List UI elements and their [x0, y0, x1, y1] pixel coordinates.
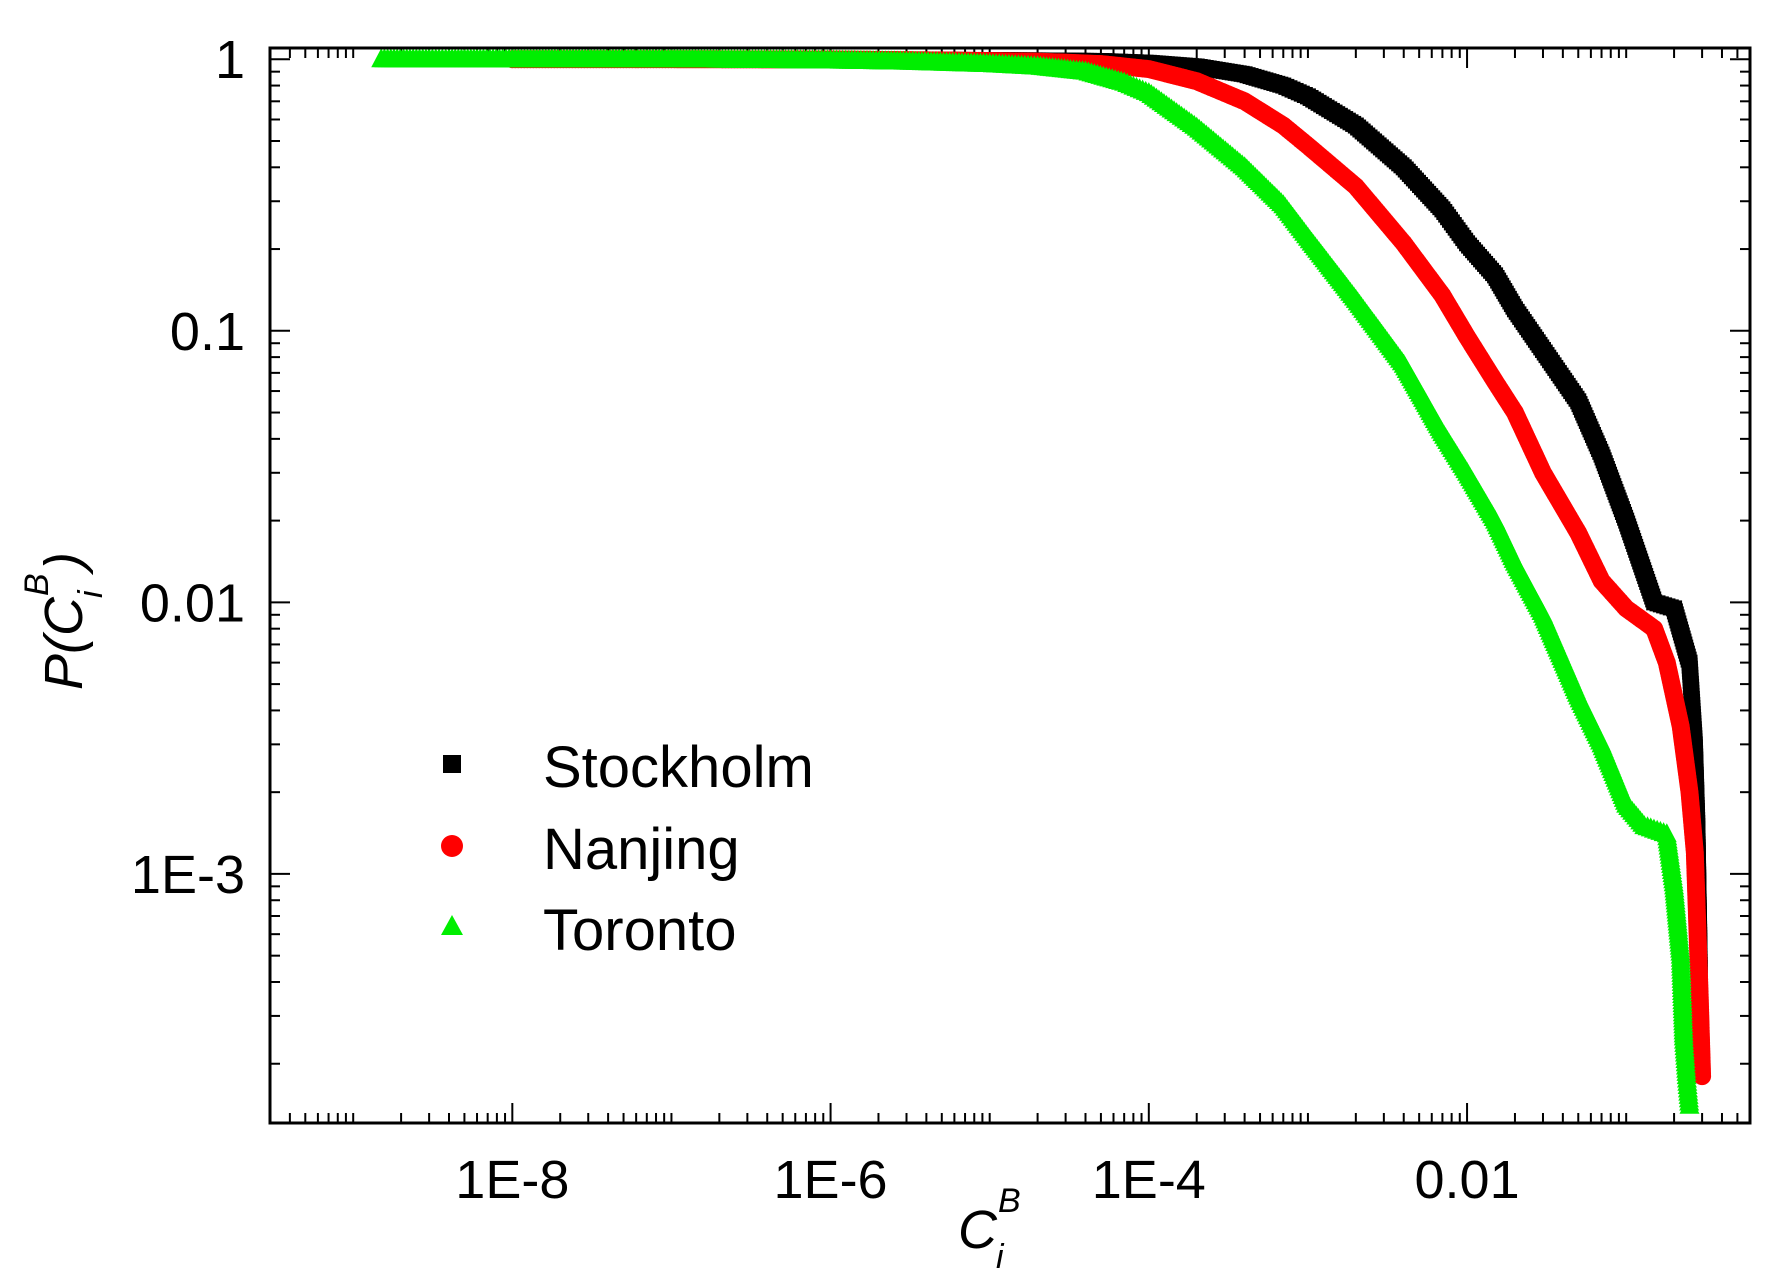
y-axis-title-sub: i: [72, 589, 110, 598]
legend-label-stockholm: Stockholm: [543, 735, 814, 800]
legend: Stockholm Nanjing Toronto: [441, 735, 814, 963]
y-axis-title-sup: B: [18, 573, 56, 596]
data-point: [1679, 1094, 1700, 1114]
y-tick-label: 1E-3: [131, 845, 245, 905]
legend-marker-nanjing: [441, 835, 463, 857]
y-axis-title-main: C: [34, 596, 94, 636]
x-tick-label: 1E-8: [455, 1150, 569, 1210]
x-axis-title-main: C: [958, 1200, 998, 1260]
legend-marker-toronto: [441, 915, 463, 935]
plot-series: [371, 48, 1712, 1114]
y-tick-label: 0.1: [170, 302, 245, 362]
legend-label-nanjing: Nanjing: [543, 817, 740, 882]
y-tick-label: 1: [215, 30, 245, 90]
legend-marker-stockholm: [443, 755, 461, 773]
x-axis-title-sub: i: [996, 1238, 1005, 1276]
x-axis-title-sup: B: [998, 1182, 1021, 1220]
plot-frame: [268, 46, 1752, 1125]
axis-ticks: [269, 48, 1750, 1123]
y-axis-title: P( C B i ): [18, 552, 110, 690]
y-tick-label: 0.01: [140, 573, 245, 633]
series-stockholm: [600, 51, 1708, 977]
x-tick-label: 0.01: [1415, 1150, 1520, 1210]
x-tick-label: 1E-4: [1092, 1150, 1206, 1210]
tick-labels: 1E-8 1E-6 1E-4 0.01 1 0.1 0.01 1E-3: [131, 30, 1520, 1210]
series-toronto: [371, 48, 1700, 1114]
y-axis-title-suffix: ): [34, 552, 94, 576]
x-tick-label: 1E-6: [774, 1150, 888, 1210]
x-axis-title: C B i: [958, 1182, 1021, 1276]
legend-label-toronto: Toronto: [543, 898, 736, 963]
data-point: [1693, 1067, 1712, 1086]
y-axis-title-prefix: P(: [34, 631, 94, 690]
